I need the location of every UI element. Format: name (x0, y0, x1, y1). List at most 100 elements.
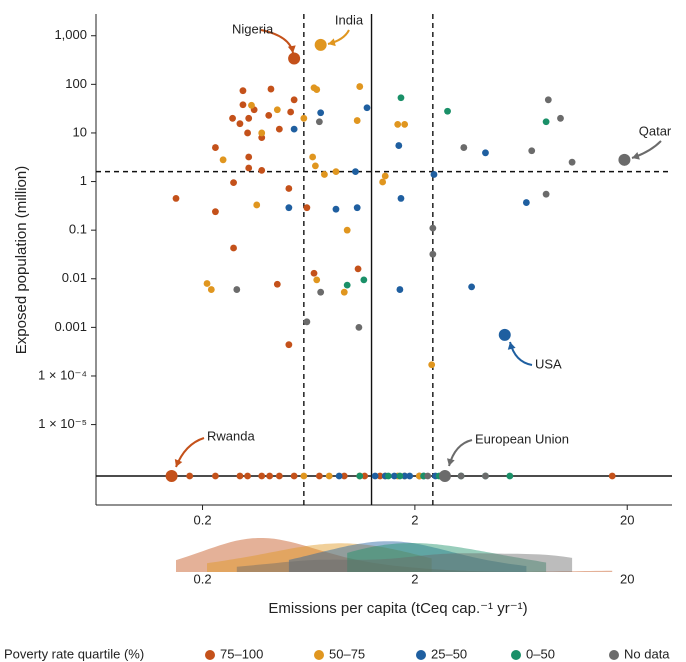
point (428, 361, 436, 369)
point (568, 158, 576, 166)
point (273, 280, 281, 288)
point (371, 472, 379, 480)
point (340, 288, 348, 296)
point (353, 117, 361, 124)
annotation-arrowhead (507, 342, 516, 350)
point (376, 472, 384, 480)
point (219, 156, 227, 164)
point (245, 153, 253, 161)
point (353, 204, 361, 212)
highlight-point (314, 38, 327, 51)
point (340, 472, 348, 480)
legend-label: 0–50 (526, 646, 555, 661)
annotation-arrowhead (174, 459, 183, 467)
point (356, 472, 364, 480)
point (343, 226, 351, 234)
point (285, 185, 293, 192)
point (172, 195, 180, 202)
highlight-point (165, 470, 178, 482)
point (406, 472, 414, 480)
y-axis-title: Exposed population (million) (13, 166, 30, 354)
point (230, 244, 237, 252)
y-tick-label: 1,000 (54, 27, 87, 42)
point (544, 96, 552, 104)
y-tick-label: 0.01 (62, 270, 87, 285)
point (315, 472, 323, 480)
point (236, 120, 244, 128)
point (429, 224, 437, 232)
point (212, 144, 219, 151)
density-x-tick-label: 0.2 (193, 571, 211, 586)
point (310, 269, 318, 277)
point (317, 288, 325, 296)
annotation-label: Nigeria (232, 21, 274, 36)
point (290, 472, 298, 480)
highlight-point (498, 328, 511, 341)
point (468, 283, 476, 291)
y-tick-label: 1 (80, 173, 87, 188)
point (482, 149, 489, 157)
legend-swatch (314, 650, 324, 660)
point (285, 341, 293, 349)
point (356, 83, 364, 90)
point (424, 472, 432, 480)
point (303, 204, 311, 212)
point (315, 118, 323, 126)
point (203, 280, 211, 287)
point (239, 87, 247, 95)
legend-label: No data (624, 646, 670, 661)
point (506, 472, 514, 480)
annotation-label: Qatar (639, 123, 672, 138)
point (379, 178, 387, 186)
density (207, 543, 432, 572)
point (244, 472, 251, 480)
annotation-arrowhead (328, 38, 336, 47)
point (396, 472, 404, 480)
point (352, 168, 359, 176)
point (300, 114, 308, 122)
point (248, 101, 255, 109)
point (332, 168, 340, 176)
point (608, 472, 616, 480)
highlight-point (618, 153, 631, 166)
annotation-label: European Union (475, 431, 569, 446)
y-tick-label: 1 × 10⁻⁵ (38, 416, 87, 431)
density (176, 538, 613, 572)
point (287, 108, 295, 116)
density (236, 553, 573, 572)
point (207, 286, 215, 293)
annotation-label: USA (535, 356, 562, 371)
point (290, 96, 298, 104)
point (354, 265, 362, 273)
legend-label: 50–75 (329, 646, 365, 661)
point (300, 472, 308, 480)
point (343, 281, 351, 289)
point (258, 472, 266, 480)
point (245, 164, 253, 172)
x-tick-label: 0.2 (193, 512, 211, 527)
annotation-label: Rwanda (207, 428, 255, 443)
point (309, 153, 317, 161)
point (273, 106, 281, 114)
point (381, 172, 389, 180)
point (355, 323, 363, 331)
point (429, 250, 437, 258)
point (457, 472, 465, 480)
point (397, 195, 405, 202)
point (384, 472, 392, 480)
point (258, 129, 266, 137)
density (288, 541, 527, 572)
annotation-arrowhead (632, 151, 640, 160)
x-tick-label: 2 (411, 512, 418, 527)
point (285, 204, 293, 212)
point (290, 125, 298, 133)
point (212, 472, 219, 480)
point (482, 472, 489, 480)
point (267, 85, 275, 93)
point (360, 276, 368, 284)
point (401, 472, 409, 480)
y-tick-label: 10 (73, 124, 87, 139)
point (303, 318, 311, 326)
density-x-tick-label: 20 (620, 571, 634, 586)
